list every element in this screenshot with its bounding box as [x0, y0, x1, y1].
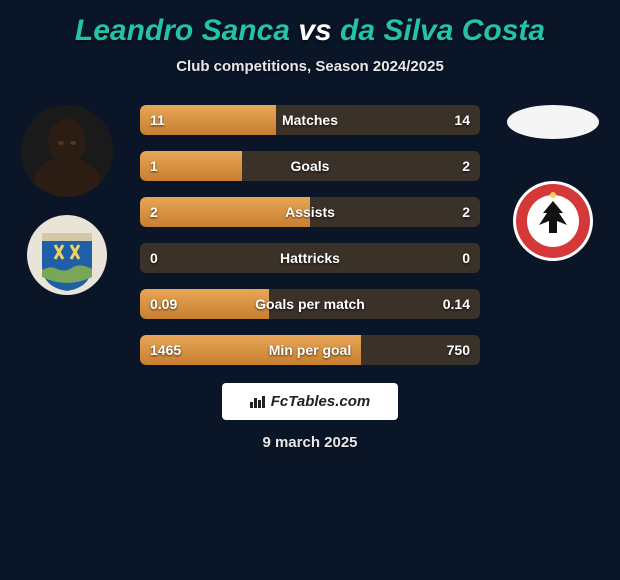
- player1-club-badge: [27, 215, 107, 295]
- date-label: 9 march 2025: [262, 434, 357, 451]
- stat-label: Goals: [291, 158, 330, 174]
- stat-value-right: 0.14: [443, 296, 470, 312]
- stat-value-left: 0.09: [150, 296, 177, 312]
- club-badge-right-icon: [513, 181, 593, 261]
- player1-name: Leandro Sanca: [75, 14, 290, 47]
- stat-value-right: 2: [462, 204, 470, 220]
- stat-value-left: 1: [150, 158, 158, 174]
- stat-row: 1465 Min per goal 750: [140, 335, 480, 365]
- left-column: [12, 105, 122, 295]
- player1-avatar: [21, 105, 113, 197]
- vs-label: vs: [298, 14, 331, 47]
- stat-value-left: 2: [150, 204, 158, 220]
- stat-label: Assists: [285, 204, 335, 220]
- comparison-card: Leandro Sanca vs da Silva Costa Club com…: [0, 0, 620, 580]
- main-area: 11 Matches 14 1 Goals 2 2 Assists 2 0 Hattricks 0 0.…: [0, 105, 620, 365]
- stat-value-right: 750: [447, 342, 470, 358]
- stat-value-right: 14: [454, 112, 470, 128]
- stat-row: 2 Assists 2: [140, 197, 480, 227]
- stat-value-right: 2: [462, 158, 470, 174]
- season-subtitle: Club competitions, Season 2024/2025: [176, 58, 444, 75]
- chart-icon: [250, 396, 265, 408]
- club-badge-left-icon: [27, 215, 107, 295]
- player1-avatar-icon: [21, 105, 113, 197]
- stat-value-left: 1465: [150, 342, 181, 358]
- stat-row: 0.09 Goals per match 0.14: [140, 289, 480, 319]
- stat-bars: 11 Matches 14 1 Goals 2 2 Assists 2 0 Hattricks 0 0.…: [140, 105, 480, 365]
- player2-avatar-placeholder: [507, 105, 599, 139]
- stat-label: Matches: [282, 112, 338, 128]
- player2-club-badge: [513, 181, 593, 261]
- stat-row: 1 Goals 2: [140, 151, 480, 181]
- player2-name: da Silva Costa: [340, 14, 545, 47]
- comparison-title: Leandro Sanca vs da Silva Costa: [75, 14, 545, 48]
- stat-row: 11 Matches 14: [140, 105, 480, 135]
- stat-row: 0 Hattricks 0: [140, 243, 480, 273]
- stat-label: Hattricks: [280, 250, 340, 266]
- stat-label: Goals per match: [255, 296, 365, 312]
- watermark: FcTables.com: [222, 383, 398, 420]
- right-column: [498, 105, 608, 261]
- stat-label: Min per goal: [269, 342, 351, 358]
- stat-value-right: 0: [462, 250, 470, 266]
- watermark-text: FcTables.com: [271, 393, 370, 410]
- stat-value-left: 11: [150, 112, 165, 128]
- stat-value-left: 0: [150, 250, 158, 266]
